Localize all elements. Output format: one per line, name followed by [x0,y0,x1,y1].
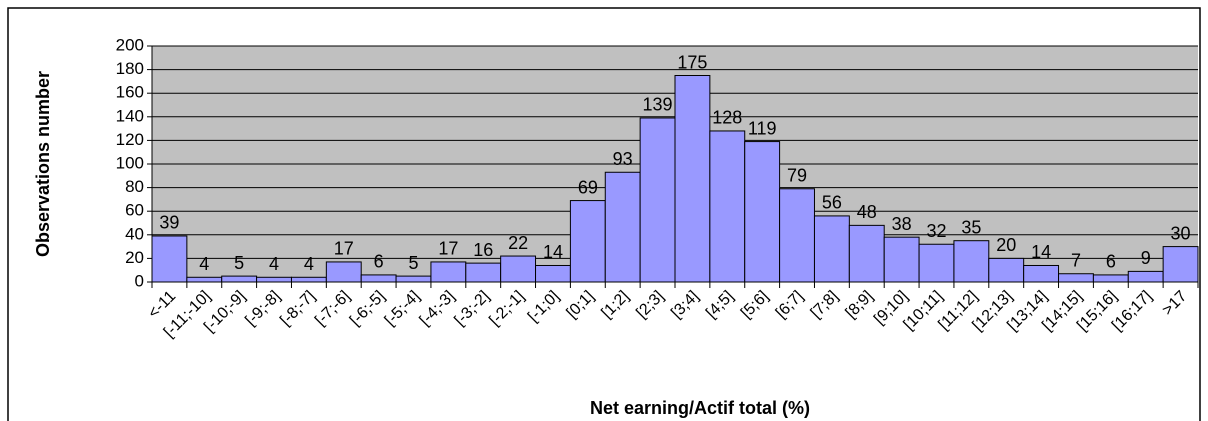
y-tick-label: 20 [125,248,144,267]
x-tick-label: [-7;-6] [312,288,354,330]
bar [186,276,223,283]
x-tick-label: >17 [1159,288,1190,319]
data-label: 93 [613,149,633,169]
bar [1058,273,1094,283]
data-label: 39 [159,213,179,233]
x-tick-label: [-1;0] [525,288,563,326]
data-label: 119 [748,118,777,138]
bar [151,235,188,283]
data-label: 16 [473,240,493,260]
bar [988,257,1025,283]
x-tick-label: [-2;-1] [486,288,528,330]
data-label: 32 [926,221,946,241]
x-tick-label: [5;6] [738,288,772,322]
x-tick-label: [16;17] [1109,288,1156,335]
data-label: 5 [234,253,244,273]
data-label: 14 [543,242,563,262]
data-label: 9 [1141,248,1151,268]
y-tick-label: 120 [116,130,144,149]
y-tick-label: 80 [125,177,144,196]
bar [848,224,885,283]
x-tick-label: [4;5] [703,288,737,322]
bar [674,75,711,283]
x-tick-label: [3;4] [668,288,702,322]
bar [465,262,502,283]
bar [779,188,815,283]
data-label: 20 [996,235,1016,255]
bar [744,141,781,283]
data-label: 14 [1031,242,1051,262]
data-label: 175 [677,52,707,72]
bar [883,236,920,283]
bar [953,240,990,283]
data-label: 69 [578,177,598,197]
data-label: 56 [822,193,842,213]
bar [290,276,327,283]
bar [1127,270,1164,283]
x-tick-label: [7;8] [808,288,842,322]
x-tick-label: [0;1] [564,288,598,322]
data-label: 4 [269,254,279,274]
x-tick-label: [-3;-2] [451,288,493,330]
data-label: 35 [961,217,981,237]
x-tick-label: [6;7] [773,288,807,322]
x-tick-label: [-9;-8] [242,288,284,330]
x-tick-label: [-5;-4] [382,288,424,330]
bar [395,275,432,283]
bar [221,275,258,283]
bar [639,117,676,283]
y-tick-label: 0 [135,271,144,290]
y-tick-label: 40 [125,224,144,243]
bar [1162,246,1199,283]
bar [256,276,292,283]
bar [360,274,397,283]
data-label: 6 [1106,252,1116,272]
data-label: 128 [712,108,742,128]
chart-frame [7,7,1201,421]
bar [535,264,571,283]
data-label: 4 [304,254,314,274]
x-tick-label: [-8;-7] [277,288,319,330]
data-label: 5 [408,253,418,273]
data-label: 79 [787,166,807,186]
bar [1092,274,1129,283]
bar [430,261,467,283]
bar [1023,264,1060,283]
data-label: 17 [438,239,458,259]
x-tick-label: [1;2] [598,288,632,322]
data-label: 22 [508,233,528,253]
data-label: 48 [857,202,877,222]
y-tick-label: 60 [125,201,144,220]
data-label: 17 [334,239,354,259]
data-label: 30 [1171,223,1191,243]
bar [709,130,746,283]
bar [604,171,641,283]
bar [918,243,955,283]
bar [500,255,537,283]
y-tick-label: 180 [116,59,144,78]
x-tick-label: [-4;-3] [417,288,459,330]
data-label: 7 [1071,250,1081,270]
x-tick-label: [-6;-5] [347,288,389,330]
data-label: 4 [199,254,209,274]
bar [569,200,606,283]
bar [325,261,362,283]
x-tick-label: [2;3] [633,288,667,322]
y-tick-label: 160 [116,83,144,102]
data-label: 139 [643,95,673,115]
x-axis-label: Net earning/Actif total (%) [590,398,810,418]
bar [813,215,850,283]
data-label: 6 [374,252,384,272]
y-tick-label: 140 [116,106,144,125]
y-tick-label: 100 [116,153,144,172]
y-tick-label: 200 [116,35,144,54]
y-axis-label: Observations number [33,71,53,257]
data-label: 38 [892,214,912,234]
